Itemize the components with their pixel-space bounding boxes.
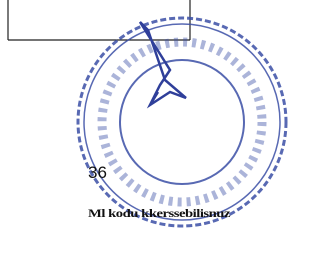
stamp (78, 18, 286, 226)
page: {"page_number": "36", "footer_text": "Ml… (0, 0, 320, 273)
stamp-lettering (102, 42, 262, 202)
stamp-ring (84, 24, 280, 220)
document: 36 Ml kodu kkerssebilisnuz (0, 0, 289, 273)
stamp-outer-ring (78, 18, 286, 226)
footer-text: Ml kodu kkerssebilisnuz (88, 206, 231, 220)
stamp-inner-ring (120, 60, 244, 184)
page-number: 36 (88, 163, 107, 182)
